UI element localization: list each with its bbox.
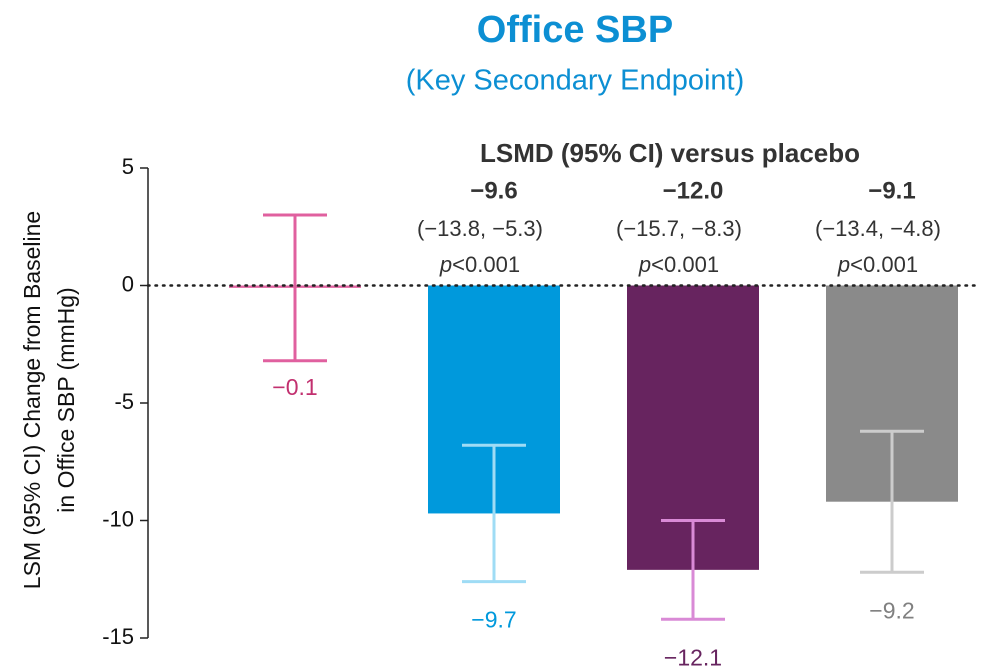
- value-label: −0.1: [272, 374, 317, 400]
- y-axis-label: in Office SBP (mmHg): [53, 287, 79, 512]
- error-bar: [860, 429, 924, 574]
- error-bar: [263, 213, 327, 363]
- chart-subtitle: (Key Secondary Endpoint): [406, 65, 745, 97]
- error-bar: [462, 443, 526, 584]
- value-label: −9.2: [869, 597, 914, 623]
- lsmd-value: −9.1: [868, 177, 915, 204]
- lsmd-ci: (−13.8, −5.3): [417, 216, 543, 241]
- y-tick-label: -5: [114, 389, 134, 414]
- lsmd-value: −9.6: [470, 177, 517, 204]
- value-label: −12.1: [664, 644, 722, 670]
- y-tick-label: 0: [122, 271, 134, 296]
- value-label: −9.7: [471, 607, 516, 633]
- y-tick-label: -15: [102, 624, 134, 649]
- error-bar: [661, 519, 725, 621]
- chart-title: Office SBP: [477, 9, 673, 51]
- y-tick-label: -10: [102, 506, 134, 531]
- y-axis-label: LSM (95% CI) Change from Baseline: [19, 211, 45, 589]
- p-value: p<0.001: [638, 252, 719, 277]
- y-tick-label: 5: [122, 154, 134, 179]
- lsmd-ci: (−13.4, −4.8): [815, 216, 941, 241]
- lsmd-value: −12.0: [663, 177, 724, 204]
- lsmd-ci: (−15.7, −8.3): [616, 216, 742, 241]
- p-value: p<0.001: [439, 252, 520, 277]
- p-value: p<0.001: [837, 252, 918, 277]
- annotation-title: LSMD (95% CI) versus placebo: [480, 138, 860, 168]
